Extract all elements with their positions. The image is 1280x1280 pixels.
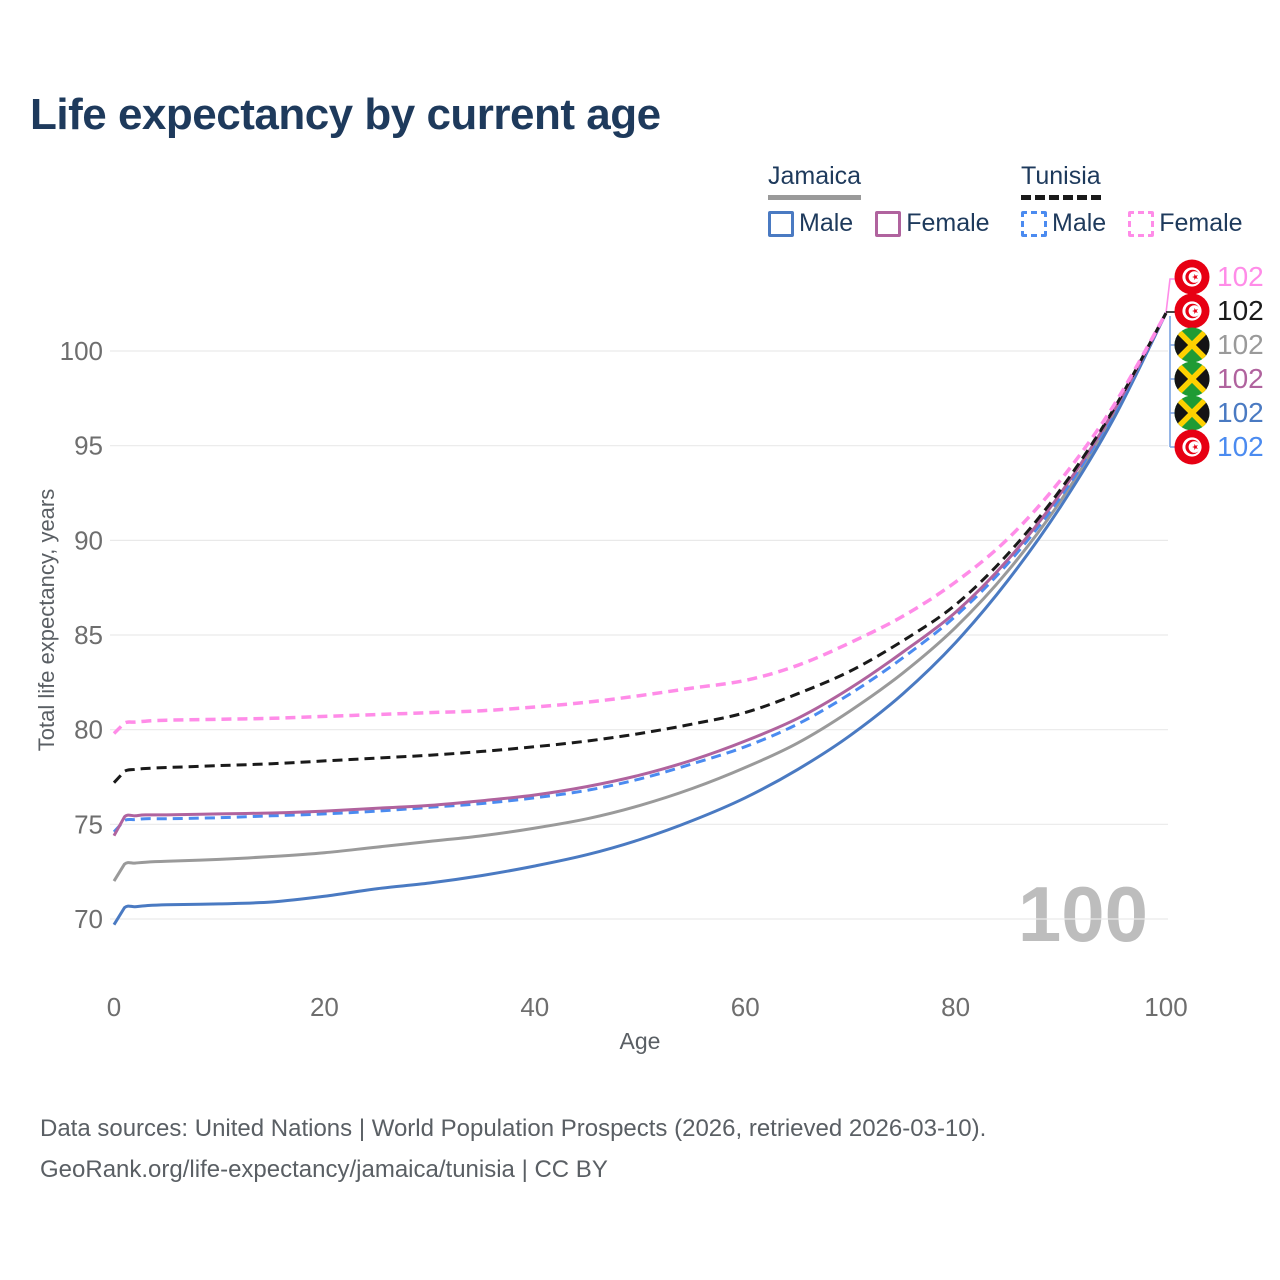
tunisia-male-swatch-icon	[1021, 210, 1047, 237]
y-axis-title: Total life expectancy, years	[34, 488, 59, 752]
end-label-tunisia-male: 102	[1174, 429, 1264, 465]
legend-item-label: Male	[1052, 209, 1107, 237]
x-tick-0: 0	[107, 992, 121, 1022]
legend-item-label: Female	[906, 209, 990, 237]
page-title: Life expectancy by current age	[30, 90, 661, 139]
legend-group-jamaica: Jamaica Male Female	[768, 162, 990, 238]
tunisia-flag-icon	[1174, 259, 1210, 295]
jamaica-flag-icon	[1174, 327, 1210, 363]
y-tick-75: 75	[74, 809, 103, 839]
end-label-value: 102	[1217, 397, 1264, 428]
end-label-value: 102	[1217, 329, 1264, 360]
footer-link: GeoRank.org/life-expectancy/jamaica/tuni…	[40, 1156, 608, 1183]
legend-item-label: Male	[799, 209, 854, 237]
end-label-value: 102	[1217, 295, 1264, 326]
jamaica-flag-icon	[1174, 395, 1210, 431]
end-labels: 102 102 102 102 102 102	[1174, 259, 1264, 465]
y-tick-80: 80	[74, 715, 103, 745]
x-tick-100: 100	[1144, 992, 1187, 1022]
x-tick-80: 80	[941, 992, 970, 1022]
legend-country-jamaica[interactable]: Jamaica	[768, 162, 862, 200]
end-label-value: 102	[1217, 261, 1264, 292]
tunisia-female-swatch-icon	[1128, 210, 1155, 237]
legend-item-jamaica-male[interactable]: Male	[768, 209, 853, 238]
x-axis-title: Age	[619, 1028, 661, 1054]
end-label-value: 102	[1217, 363, 1264, 394]
leader-trunk	[1169, 316, 1175, 448]
end-label-jamaica-both: 102	[1174, 327, 1264, 363]
y-tick-100: 100	[60, 336, 103, 366]
frame-watermark: 100	[1018, 870, 1148, 958]
series-line-jamaica-both[interactable]	[112, 312, 1168, 882]
tunisia-flag-icon	[1174, 429, 1210, 465]
end-label-jamaica-male: 102	[1174, 395, 1264, 431]
x-tick-20: 20	[310, 992, 339, 1022]
x-tick-40: 40	[520, 992, 549, 1022]
end-label-jamaica-female: 102	[1174, 361, 1264, 397]
y-tick-85: 85	[74, 620, 103, 650]
footer: Data sources: United Nations | World Pop…	[40, 1108, 986, 1190]
legend-item-label: Female	[1159, 209, 1243, 237]
legend-item-tunisia-male[interactable]: Male	[1021, 209, 1106, 238]
tunisia-flag-icon	[1174, 293, 1210, 329]
jamaica-male-swatch-icon	[768, 210, 794, 237]
y-tick-90: 90	[74, 525, 103, 555]
x-tick-60: 60	[731, 992, 760, 1022]
series-line-tunisia-male[interactable]	[112, 312, 1168, 833]
series-line-jamaica-female[interactable]	[112, 312, 1168, 837]
jamaica-female-swatch-icon	[875, 210, 902, 237]
legend-group-tunisia: Tunisia Male Female	[1021, 162, 1243, 238]
y-tick-70: 70	[74, 904, 103, 934]
series-line-tunisia-female[interactable]	[112, 312, 1168, 735]
footer-sources: Data sources: United Nations | World Pop…	[40, 1115, 987, 1142]
end-label-value: 102	[1217, 431, 1264, 462]
legend-country-tunisia[interactable]: Tunisia	[1021, 162, 1101, 200]
legend-item-jamaica-female[interactable]: Female	[875, 209, 990, 238]
y-tick-95: 95	[74, 431, 103, 461]
leader-tunisia-female	[1165, 278, 1175, 314]
end-label-tunisia-both: 102	[1174, 293, 1264, 329]
series-line-jamaica-male[interactable]	[112, 312, 1168, 926]
legend-item-tunisia-female[interactable]: Female	[1128, 209, 1243, 238]
jamaica-flag-icon	[1174, 361, 1210, 397]
end-label-tunisia-female: 102	[1174, 259, 1264, 295]
series-line-tunisia-both[interactable]	[112, 312, 1168, 784]
